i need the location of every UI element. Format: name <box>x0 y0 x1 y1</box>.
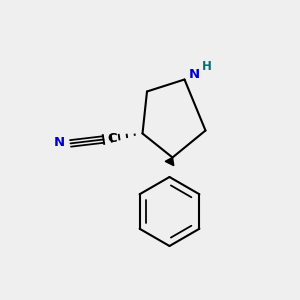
Polygon shape <box>165 158 174 166</box>
Text: N: N <box>188 68 200 81</box>
Text: N: N <box>53 136 64 149</box>
Text: H: H <box>202 59 212 73</box>
Text: C: C <box>107 132 117 145</box>
